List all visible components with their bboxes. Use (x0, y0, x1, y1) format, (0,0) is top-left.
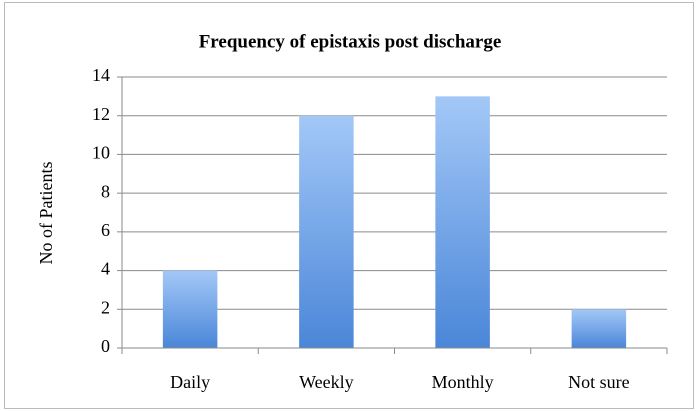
y-tick-label: 14 (92, 65, 110, 85)
y-tick-label: 8 (101, 181, 110, 201)
y-tick-label: 10 (92, 143, 110, 163)
x-tick-label: Weekly (299, 372, 354, 392)
y-tick-label: 12 (92, 104, 110, 124)
y-tick-label: 2 (101, 297, 110, 317)
bar (571, 309, 627, 348)
x-tick-label: Not sure (568, 372, 630, 392)
y-tick-label: 6 (101, 220, 110, 240)
y-tick-label: 0 (101, 336, 110, 356)
bar (299, 115, 354, 348)
y-tick-label: 4 (101, 259, 110, 279)
chart-title: Frequency of epistaxis post discharge (199, 31, 502, 52)
x-tick-label: Monthly (432, 372, 494, 392)
bar (162, 270, 218, 348)
y-axis-label: No of Patients (36, 162, 56, 265)
bar (435, 96, 490, 348)
x-tick-label: Daily (170, 372, 210, 392)
